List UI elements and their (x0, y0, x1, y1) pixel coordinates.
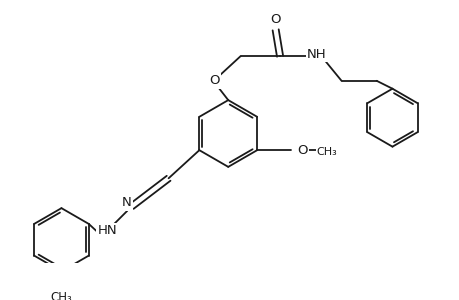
Text: O: O (297, 144, 308, 157)
Text: CH₃: CH₃ (316, 147, 337, 157)
Text: N: N (121, 196, 131, 209)
Text: NH: NH (307, 48, 326, 61)
Text: CH₃: CH₃ (50, 291, 72, 300)
Text: O: O (270, 13, 280, 26)
Text: O: O (208, 74, 219, 87)
Text: HN: HN (97, 224, 117, 238)
